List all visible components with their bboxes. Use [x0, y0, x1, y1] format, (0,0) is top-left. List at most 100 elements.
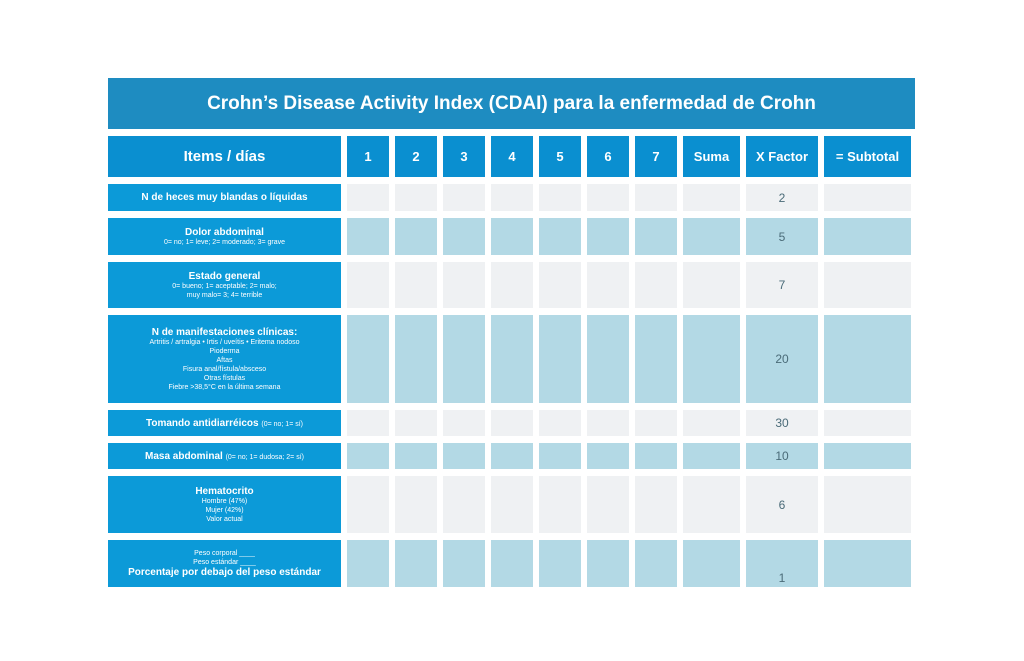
subtotal-cell[interactable]	[824, 218, 911, 255]
day-cell[interactable]	[347, 476, 389, 533]
day-cell[interactable]	[491, 410, 533, 436]
day-cell[interactable]	[347, 443, 389, 469]
suma-cell[interactable]	[683, 262, 740, 308]
day-cell[interactable]	[539, 315, 581, 403]
day-cell[interactable]	[443, 315, 485, 403]
day-cell[interactable]	[491, 184, 533, 211]
day-cell[interactable]	[635, 218, 677, 255]
day-cell[interactable]	[587, 218, 629, 255]
day-cell[interactable]	[587, 410, 629, 436]
day-cell[interactable]	[395, 476, 437, 533]
day-cell[interactable]	[539, 540, 581, 587]
day-cell[interactable]	[347, 540, 389, 587]
day-cell[interactable]	[347, 410, 389, 436]
row-title: Porcentaje por debajo del peso estándar	[128, 567, 321, 578]
day-cell[interactable]	[635, 540, 677, 587]
subtotal-cell[interactable]	[824, 184, 911, 211]
row-label: Estado general 0= bueno; 1= aceptable; 2=…	[108, 262, 341, 308]
row-main-line: N de manifestaciones clínicas:	[152, 327, 298, 338]
day-cell[interactable]	[347, 184, 389, 211]
row-label: Hematocrito Hombre (47%) Mujer (42%) Valor …	[108, 476, 341, 533]
subtotal-cell[interactable]	[824, 443, 911, 469]
day-cell[interactable]	[635, 315, 677, 403]
day-cell[interactable]	[395, 443, 437, 469]
day-cell[interactable]	[587, 262, 629, 308]
day-cell[interactable]	[587, 476, 629, 533]
subtotal-cell[interactable]	[824, 540, 911, 587]
header-factor: X Factor	[746, 136, 818, 177]
row-title: Dolor abdominal	[185, 226, 264, 238]
day-cell[interactable]	[635, 262, 677, 308]
row-label: Masa abdominal (0= no; 1= dudosa; 2= sí)	[108, 443, 341, 469]
day-cell[interactable]	[587, 184, 629, 211]
row-main-line: Tomando antidiarréicos (0= no; 1= sí)	[146, 418, 303, 429]
subtotal-cell[interactable]	[824, 262, 911, 308]
suma-cell[interactable]	[683, 443, 740, 469]
row-main-line: Masa abdominal (0= no; 1= dudosa; 2= sí)	[145, 451, 304, 462]
table-title: Crohn’s Disease Activity Index (CDAI) pa…	[108, 78, 915, 129]
row-title: N de manifestaciones clínicas:	[151, 326, 298, 338]
row-main-line: Porcentaje por debajo del peso estándar	[128, 567, 321, 578]
day-cell[interactable]	[443, 184, 485, 211]
row-label: N de manifestaciones clínicas: Artritis /…	[108, 315, 341, 403]
day-cell[interactable]	[491, 315, 533, 403]
day-cell[interactable]	[395, 540, 437, 587]
cdai-table: Crohn’s Disease Activity Index (CDAI) pa…	[108, 78, 915, 587]
row-label: N de heces muy blandas o líquidas	[108, 184, 341, 211]
row-main-line: N de heces muy blandas o líquidas	[141, 192, 307, 203]
row-title: Tomando antidiarréicos	[145, 417, 259, 429]
day-cell[interactable]	[395, 315, 437, 403]
day-cell[interactable]	[491, 218, 533, 255]
day-cell[interactable]	[635, 184, 677, 211]
day-cell[interactable]	[539, 443, 581, 469]
day-cell[interactable]	[539, 184, 581, 211]
day-cell[interactable]	[443, 443, 485, 469]
suma-cell[interactable]	[683, 476, 740, 533]
day-cell[interactable]	[491, 476, 533, 533]
row-sub-text: Artritis / artralgia • Irtis / uveítis •…	[149, 338, 300, 346]
day-cell[interactable]	[635, 410, 677, 436]
suma-cell[interactable]	[683, 540, 740, 587]
factor-cell: 30	[746, 410, 818, 436]
day-cell[interactable]	[539, 476, 581, 533]
day-cell[interactable]	[347, 262, 389, 308]
day-cell[interactable]	[443, 410, 485, 436]
day-cell[interactable]	[491, 443, 533, 469]
factor-cell: 1	[746, 540, 818, 587]
day-cell[interactable]	[347, 218, 389, 255]
suma-cell[interactable]	[683, 184, 740, 211]
day-cell[interactable]	[491, 540, 533, 587]
day-cell[interactable]	[443, 540, 485, 587]
day-cell[interactable]	[587, 315, 629, 403]
row-label: Tomando antidiarréicos (0= no; 1= sí)	[108, 410, 341, 436]
day-cell[interactable]	[587, 540, 629, 587]
day-cell[interactable]	[395, 262, 437, 308]
day-cell[interactable]	[635, 476, 677, 533]
day-cell[interactable]	[443, 476, 485, 533]
suma-cell[interactable]	[683, 315, 740, 403]
header-day-3: 3	[443, 136, 485, 177]
day-cell[interactable]	[539, 410, 581, 436]
suma-cell[interactable]	[683, 218, 740, 255]
row-sub-text: Mujer (42%)	[205, 506, 244, 514]
day-cell[interactable]	[443, 262, 485, 308]
row-inline-note: (0= no; 1= sí)	[261, 420, 304, 428]
suma-cell[interactable]	[683, 410, 740, 436]
day-cell[interactable]	[539, 262, 581, 308]
day-cell[interactable]	[491, 262, 533, 308]
row-sub-text: Fiebre >38,5°C en la última semana	[168, 383, 281, 391]
table-grid: Items / días 1 2 3 4 5 6 7 Suma X Factor…	[108, 136, 915, 177]
day-cell[interactable]	[539, 218, 581, 255]
day-cell[interactable]	[395, 184, 437, 211]
day-cell[interactable]	[443, 218, 485, 255]
day-cell[interactable]	[635, 443, 677, 469]
subtotal-cell[interactable]	[824, 315, 911, 403]
day-cell[interactable]	[347, 315, 389, 403]
day-cell[interactable]	[395, 218, 437, 255]
subtotal-cell[interactable]	[824, 476, 911, 533]
factor-cell: 20	[746, 315, 818, 403]
day-cell[interactable]	[587, 443, 629, 469]
day-cell[interactable]	[395, 410, 437, 436]
subtotal-cell[interactable]	[824, 410, 911, 436]
factor-cell: 5	[746, 218, 818, 255]
